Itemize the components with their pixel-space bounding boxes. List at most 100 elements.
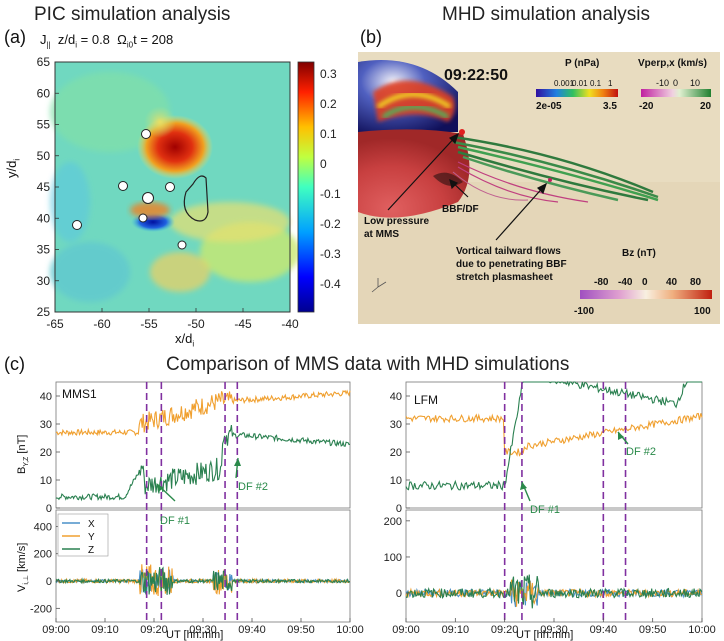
c-xtick-label: 09:10 (442, 624, 470, 636)
annotation-arrows (387, 132, 548, 241)
c-top-ytick-label: 30 (40, 419, 52, 431)
c-xtick-label: 09:00 (392, 624, 420, 636)
pressure-tick-label: 1 (608, 79, 613, 88)
panel-b-title: MHD simulation analysis (442, 4, 651, 25)
c-left-bottom-ytick-label: 400 (34, 521, 52, 533)
spacecraft-markers (72, 129, 187, 250)
c-top-ytick-label: 20 (390, 447, 402, 459)
c-xtick-label: 09:50 (639, 624, 667, 636)
c-right-bottom-ytick-label: 100 (384, 552, 402, 564)
a-ytick-label: 40 (37, 211, 51, 225)
panel-a-title: PIC simulation analysis (34, 4, 231, 25)
panel-c-title: Comparison of MMS data with MHD simulati… (166, 354, 570, 375)
pressure-min: 2e-05 (536, 101, 562, 112)
c-xtick-label: 09:30 (540, 624, 568, 636)
bz-tick-label: 80 (690, 277, 702, 288)
vperp-min: -20 (639, 101, 654, 112)
lfm-vz-trace (405, 574, 703, 609)
c-top-ytick-label: 20 (40, 447, 52, 459)
colorbar-tick-label: -0.2 (320, 217, 341, 231)
left-xlabel: UT [hh:mm] (166, 629, 223, 641)
c-left-bottom-ytick-label: -200 (30, 603, 52, 615)
c-ylabel-bottom: Vi,⊥ [km/s] (16, 542, 31, 592)
pressure-colorbar (536, 89, 618, 97)
mms-vz-trace (55, 566, 351, 595)
legend-y: Y (88, 532, 95, 543)
bz-tick-label: 0 (642, 277, 648, 288)
c-top-ytick-label: 40 (40, 391, 52, 403)
panel-b-letter: (b) (360, 27, 382, 47)
right-bottom-frame (405, 509, 703, 623)
mms-by-trace (55, 389, 351, 437)
bz-label: Bz (nT) (622, 248, 656, 259)
bz-colorbar (580, 290, 712, 299)
right-top-frame (405, 381, 703, 509)
subtitle-eq: = 0.8 (80, 32, 110, 47)
left-df2: DF #2 (238, 481, 268, 493)
c-top-ytick-label: 0 (46, 503, 52, 515)
a-xtick-label: -40 (281, 317, 299, 331)
a-xtick-label: -45 (234, 317, 252, 331)
vperp-tick-label: -10 (656, 78, 669, 88)
right-df1: DF #1 (530, 504, 560, 516)
colorbar-tick-label: -0.1 (320, 187, 341, 201)
lfm-by-trace (405, 412, 703, 457)
a-ytick-label: 30 (37, 274, 51, 288)
ann-bbf: BBF/DF (442, 204, 479, 215)
df-annotations (156, 431, 629, 502)
bz-max: 100 (694, 306, 711, 317)
c-top-ytick-label: 10 (40, 475, 52, 487)
pressure-tick-label: 0.1 (590, 79, 602, 88)
c-left-bottom-ytick-label: 200 (34, 549, 52, 561)
a-xtick-label: -50 (187, 317, 205, 331)
right-xlabel: UT [hh:mm] (516, 629, 573, 641)
bz-tick-label: 40 (666, 277, 678, 288)
vperp-tick-label: 10 (690, 78, 700, 88)
c-top-ytick-label: 40 (390, 391, 402, 403)
vperp-label: Vperp,x (km/s) (638, 58, 707, 69)
c-xtick-label: 10:00 (688, 624, 716, 636)
panel-a-ylabel: y/di (4, 158, 22, 178)
mms-bz-trace (55, 425, 351, 502)
ann-vortical-3: stretch plasmasheet (456, 272, 553, 283)
vperp-max: 20 (700, 101, 712, 112)
a-ytick-label: 25 (37, 305, 51, 319)
subtitle-z: z/d (57, 32, 76, 47)
a-ytick-label: 50 (37, 149, 51, 163)
c-xtick-label: 09:20 (140, 624, 168, 636)
colorbar-tick-label: 0.3 (320, 67, 337, 81)
a-xtick-label: -55 (140, 317, 158, 331)
a-xtick-label: -65 (46, 317, 64, 331)
c-right-bottom-ytick-label: 0 (396, 588, 402, 600)
ann-vortical-1: Vortical tailward flows (456, 246, 561, 257)
a-ytick-label: 35 (37, 243, 51, 257)
c-ylabel-top: BY,Z [nT] (16, 434, 31, 474)
bz-min: -100 (574, 306, 594, 317)
c-top-ytick-label: 10 (390, 475, 402, 487)
c-xtick-label: 09:40 (238, 624, 266, 636)
c-top-ytick-label: 30 (390, 419, 402, 431)
panel-a-xlabel: x/di (175, 331, 195, 349)
c-xtick-label: 09:00 (42, 624, 70, 636)
legend: X Y Z (57, 513, 109, 557)
subtitle-t: t = 208 (133, 32, 174, 47)
c-xtick-label: 09:20 (491, 624, 519, 636)
ann-vortical-2: due to penetrating BBF (456, 259, 567, 270)
panel-a-plot: 25 30 35 40 45 50 55 60 65 -65 -60 -55 -50 -45 -40 0.… (37, 55, 341, 331)
pressure-max: 3.5 (603, 101, 617, 112)
left-top-frame (55, 381, 351, 509)
colorbar-tick-label: -0.4 (320, 277, 341, 291)
c-xtick-label: 09:30 (189, 624, 217, 636)
flow-streamlines (452, 135, 659, 203)
right-df2: DF #2 (626, 446, 656, 458)
pressure-tick-label: 0.001 (554, 79, 575, 88)
panel-a-subtitle: J|| z/di = 0.8 Ωi0t = 208 (40, 32, 174, 50)
bz-tick-label: -80 (594, 277, 609, 288)
lfm-bz-trace (405, 380, 702, 492)
bz-tick-label: -40 (618, 277, 633, 288)
legend-x: X (88, 519, 95, 530)
panel-c-plots: 09:00 09:10 09:20 09:30 09:40 09:50 10:00 09:00… (30, 380, 716, 641)
colorbar-tick-label: -0.3 (320, 247, 341, 261)
contour-line (183, 175, 209, 222)
